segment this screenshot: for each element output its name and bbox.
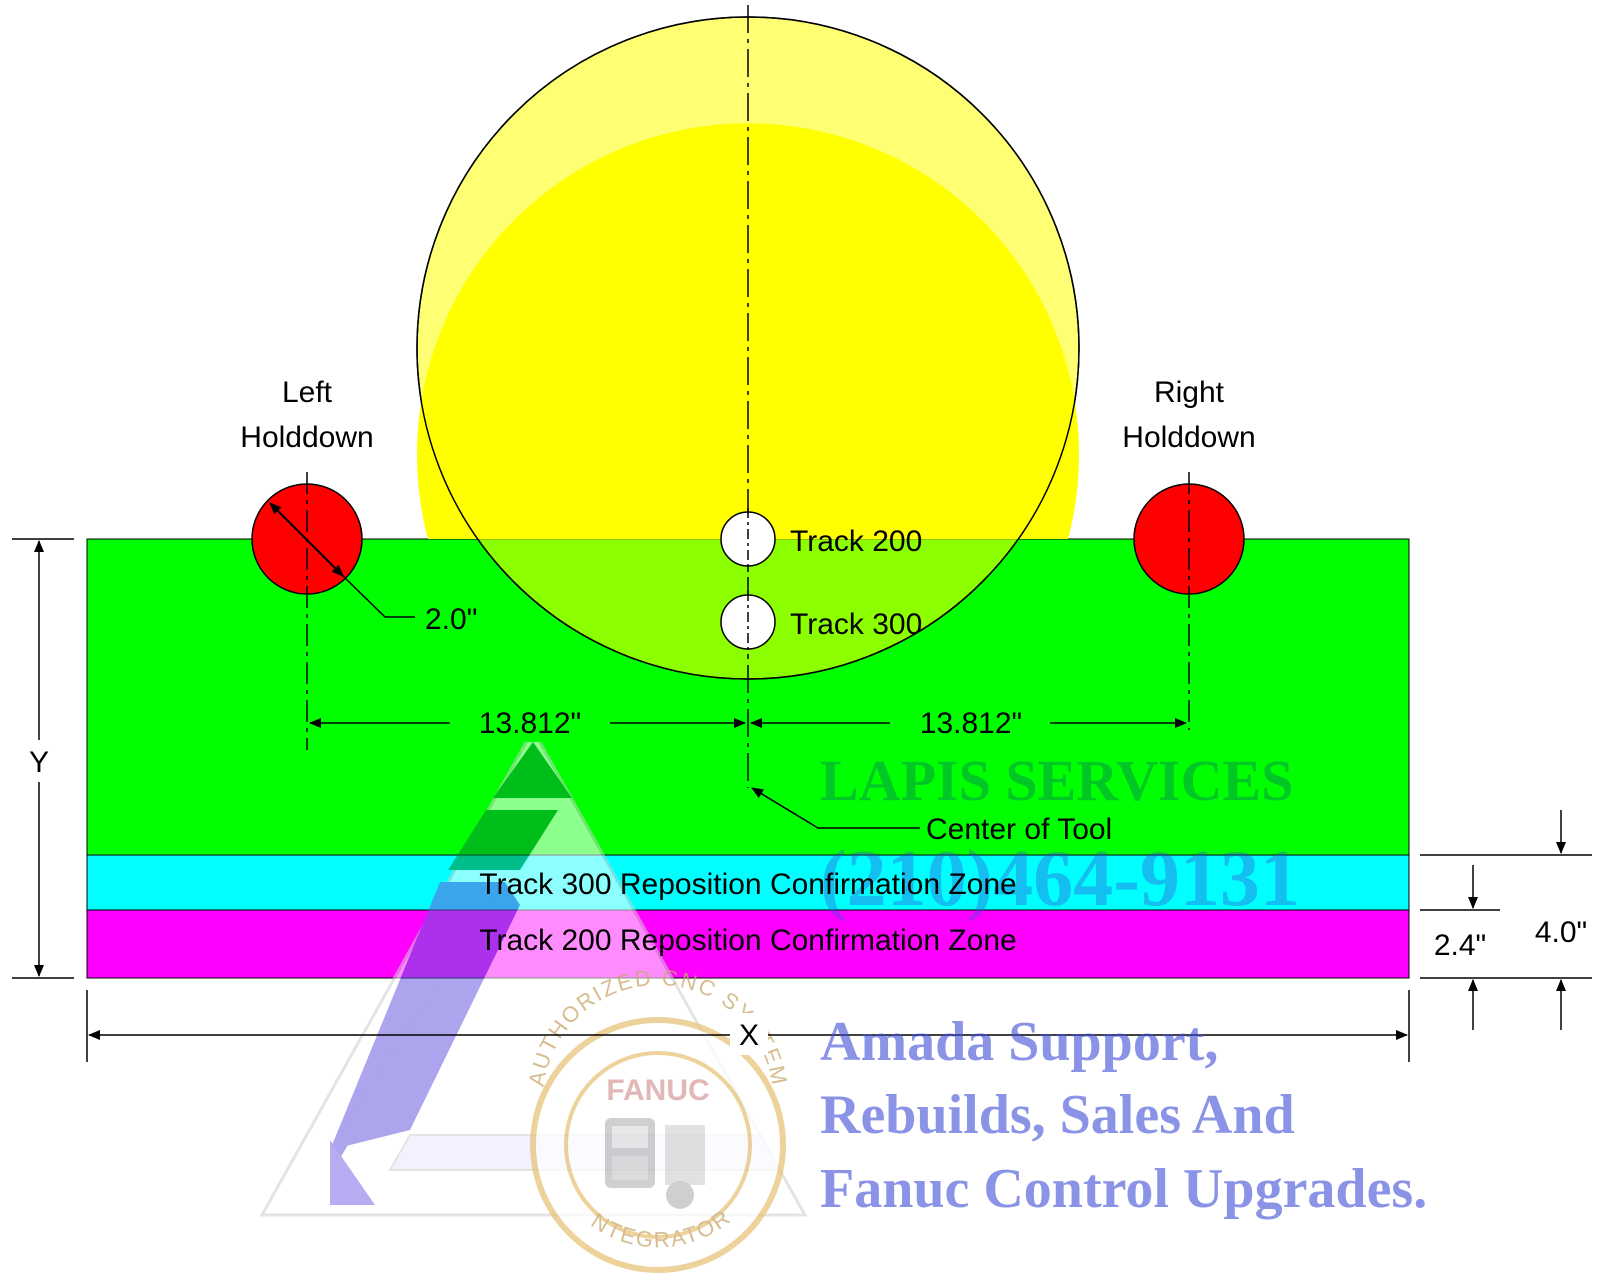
track-300-zone bbox=[86, 854, 1410, 911]
seal-brand: FANUC bbox=[606, 1074, 709, 1107]
track-200-zone bbox=[86, 909, 1410, 979]
diameter-leader bbox=[342, 575, 415, 618]
dim-2-4-label: 2.4" bbox=[1434, 929, 1486, 962]
watermark-tagline-3: Fanuc Control Upgrades. bbox=[820, 1158, 1427, 1220]
track-300-label: Track 300 bbox=[790, 608, 922, 641]
watermark-company: LAPIS SERVICES bbox=[820, 748, 1293, 813]
center-of-tool-leader bbox=[751, 787, 920, 829]
right-holddown-label-2: Holddown bbox=[1122, 421, 1255, 454]
track-200-zone-label: Track 200 Reposition Confirmation Zone bbox=[479, 924, 1016, 957]
watermark-phone: (210)464-9131 bbox=[820, 835, 1300, 923]
left-holddown-label-2: Holddown bbox=[240, 421, 373, 454]
left-holddown-label-1: Left bbox=[282, 376, 333, 409]
right-holddown-label-1: Right bbox=[1154, 376, 1225, 409]
holddown-diameter-label: 2.0" bbox=[425, 603, 477, 636]
track-200-label: Track 200 bbox=[790, 525, 922, 558]
right-offset-label: 13.812" bbox=[920, 707, 1022, 740]
watermark-text: LAPIS SERVICES (210)464-9131 Amada Suppo… bbox=[820, 748, 1427, 1220]
diameter-arrow bbox=[269, 502, 344, 577]
x-dim-label: X bbox=[739, 1019, 759, 1052]
watermark-tagline-1: Amada Support, bbox=[820, 1011, 1218, 1073]
left-offset-label: 13.812" bbox=[479, 707, 581, 740]
watermark-tagline-2: Rebuilds, Sales And bbox=[820, 1084, 1295, 1146]
y-dim-label: Y bbox=[29, 746, 49, 779]
track-300-zone-label: Track 300 Reposition Confirmation Zone bbox=[479, 868, 1016, 901]
dim-4-0-label: 4.0" bbox=[1535, 916, 1587, 949]
center-of-tool-label: Center of Tool bbox=[926, 813, 1112, 846]
